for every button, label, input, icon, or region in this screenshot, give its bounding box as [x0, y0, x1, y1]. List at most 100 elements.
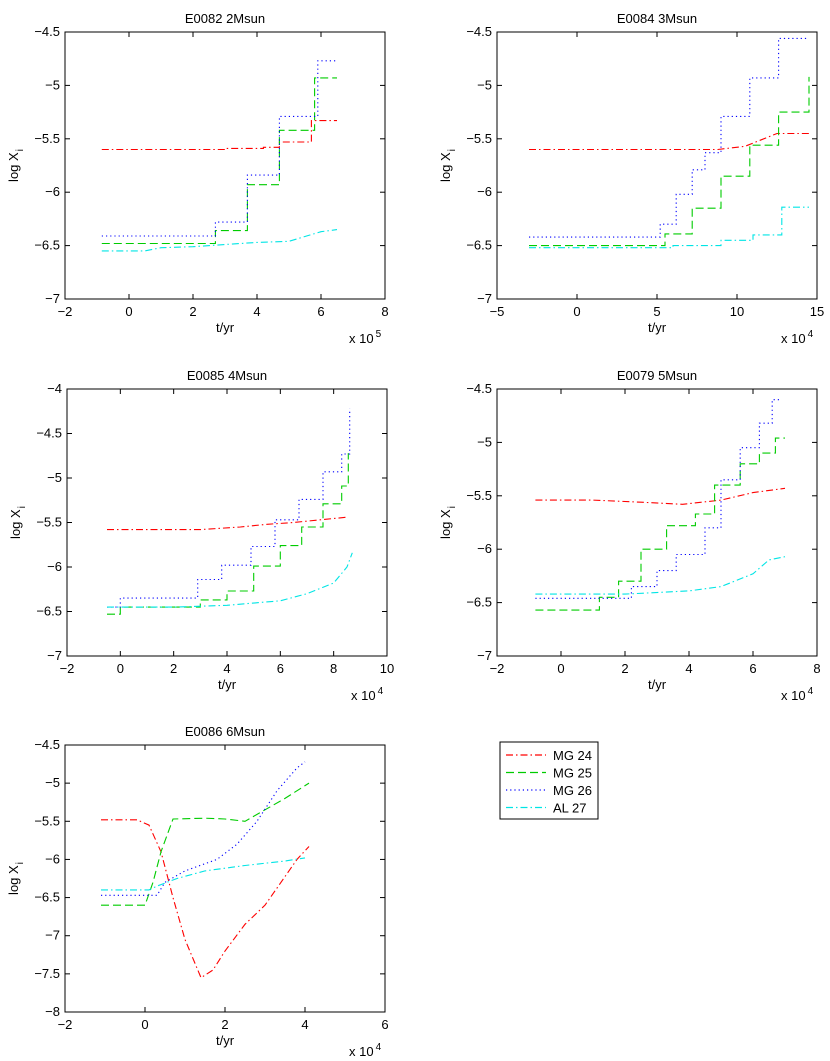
- x-tick-label: 0: [117, 661, 124, 676]
- y-tick-label: −4.5: [34, 24, 60, 39]
- series-line-mg-25: [101, 782, 310, 906]
- axes-frame: [64, 744, 386, 1013]
- y-tick-label: −4.5: [466, 381, 492, 396]
- y-tick-label: −7: [477, 291, 492, 306]
- legend: MG 24 MG 25 MG 26 AL 27: [499, 741, 599, 820]
- y-tick-label: −4.5: [36, 426, 62, 441]
- y-tick-label: −5: [45, 775, 60, 790]
- x-axis-label: t/yr: [216, 320, 235, 335]
- x-tick-label: 6: [749, 661, 756, 676]
- panel-3: E0085 4Msun −2 0 2 4 6 8 10 −7 −6.5 −6 −5.5 −5 −4.5 −4…: [8, 368, 394, 703]
- y-label-main: log X: [6, 152, 21, 182]
- x-tick-label: 8: [330, 661, 337, 676]
- panel-title: E0084 3Msun: [617, 11, 697, 26]
- y-tick-label: −5: [477, 434, 492, 449]
- x-axis-multiplier: x 10 5: [349, 329, 382, 346]
- y-tick-label: −5.5: [466, 131, 492, 146]
- y-tick-label: −4.5: [34, 737, 60, 752]
- legend-label: MG 26: [553, 783, 592, 798]
- y-tick-label: −5: [477, 77, 492, 92]
- x-tick-label: 8: [381, 304, 388, 319]
- y-tick-label: −5.5: [466, 488, 492, 503]
- y-axis-label: log Xi: [6, 149, 26, 182]
- axes-frame: [64, 31, 386, 300]
- y-tick-label: −6.5: [466, 238, 492, 253]
- legend-label: MG 25: [553, 766, 592, 781]
- series-line-al-27: [535, 556, 786, 595]
- x-tick-label: 4: [301, 1017, 308, 1032]
- y-tick-label: −5.5: [34, 813, 60, 828]
- x-axis-label: t/yr: [648, 677, 667, 692]
- multiplier-exponent: 5: [376, 329, 382, 340]
- series-line-mg-24: [529, 132, 809, 151]
- x-axis-label: t/yr: [648, 320, 667, 335]
- y-tick-label: −7: [477, 648, 492, 663]
- x-tick-label: 6: [277, 661, 284, 676]
- multiplier-base: x 10: [351, 688, 376, 703]
- x-tick-label: 6: [317, 304, 324, 319]
- panel-5: E0086 6Msun −2 0 2 4 6 −8 −7.5 −7 −6.5 −6 −5.5 −5 −4.…: [6, 724, 389, 1059]
- x-tick-label: 0: [573, 304, 580, 319]
- y-tick-label: −6.5: [466, 595, 492, 610]
- y-tick-label: −6.5: [34, 890, 60, 905]
- x-tick-label: 0: [125, 304, 132, 319]
- x-tick-label: −2: [60, 661, 75, 676]
- legend-label: AL 27: [553, 801, 587, 816]
- y-tick-label: −6: [47, 559, 62, 574]
- y-tick-label: −8: [45, 1004, 60, 1019]
- y-label-main: log X: [438, 509, 453, 539]
- y-tick-label: −6.5: [34, 238, 60, 253]
- x-axis-label: t/yr: [218, 677, 237, 692]
- x-axis-multiplier: x 10 4: [351, 686, 384, 703]
- panel-title: E0082 2Msun: [185, 11, 265, 26]
- y-tick-label: −5: [47, 470, 62, 485]
- y-tick-label: −6: [45, 851, 60, 866]
- x-axis-label: t/yr: [216, 1033, 235, 1048]
- panel-title: E0085 4Msun: [187, 368, 267, 383]
- y-axis-label: log Xi: [438, 506, 458, 539]
- axes-frame: [496, 388, 818, 657]
- panel-2: E0084 3Msun −5 0 5 10 15 −7 −6.5 −6 −5.5 −5 −4.5 t/y…: [438, 11, 824, 346]
- y-label-main: log X: [438, 152, 453, 182]
- multiplier-base: x 10: [349, 331, 374, 346]
- x-tick-label: 5: [653, 304, 660, 319]
- x-tick-label: 10: [380, 661, 394, 676]
- series-line-mg-26: [101, 60, 337, 237]
- y-label-subscript: i: [447, 506, 458, 508]
- panel-4: E0079 5Msun −2 0 2 4 6 8 −7 −6.5 −6 −5.5 −5 −4.5 t/yr…: [438, 368, 821, 703]
- multiplier-base: x 10: [781, 331, 806, 346]
- series-line-mg-26: [535, 399, 782, 599]
- y-tick-label: −4: [47, 381, 62, 396]
- multiplier-exponent: 4: [808, 686, 814, 697]
- panel-title: E0079 5Msun: [617, 368, 697, 383]
- x-tick-label: 4: [253, 304, 260, 319]
- panel-title: E0086 6Msun: [185, 724, 265, 739]
- multiplier-base: x 10: [349, 1044, 374, 1059]
- x-tick-label: 15: [810, 304, 824, 319]
- x-tick-label: −5: [490, 304, 505, 319]
- y-tick-label: −7: [45, 291, 60, 306]
- y-tick-label: −7.5: [34, 966, 60, 981]
- y-tick-label: −7: [47, 648, 62, 663]
- series-line-al-27: [101, 229, 338, 252]
- x-tick-label: 0: [557, 661, 564, 676]
- x-tick-label: 2: [170, 661, 177, 676]
- y-tick-label: −6.5: [36, 604, 62, 619]
- y-tick-label: −7: [45, 928, 60, 943]
- x-tick-label: −2: [58, 304, 73, 319]
- series-line-al-27: [529, 206, 809, 249]
- series-line-mg-24: [101, 120, 337, 151]
- x-axis-multiplier: x 10 4: [349, 1042, 382, 1059]
- series-line-al-27: [101, 857, 306, 891]
- multiplier-exponent: 4: [376, 1042, 382, 1053]
- x-tick-label: 0: [141, 1017, 148, 1032]
- y-tick-label: −5.5: [34, 131, 60, 146]
- legend-label: MG 24: [553, 748, 592, 763]
- y-tick-label: −6: [45, 184, 60, 199]
- y-label-main: log X: [8, 509, 23, 539]
- x-axis-multiplier: x 10 4: [781, 329, 814, 346]
- x-tick-label: 4: [223, 661, 230, 676]
- legend-entries: MG 24 MG 25 MG 26 AL 27: [506, 748, 592, 816]
- x-axis-multiplier: x 10 4: [781, 686, 814, 703]
- panel-1: E0082 2Msun −2 0 2 4 6 8 −7 −6.5 −6 −5.5 −5 −4.5 t/yr…: [6, 11, 389, 346]
